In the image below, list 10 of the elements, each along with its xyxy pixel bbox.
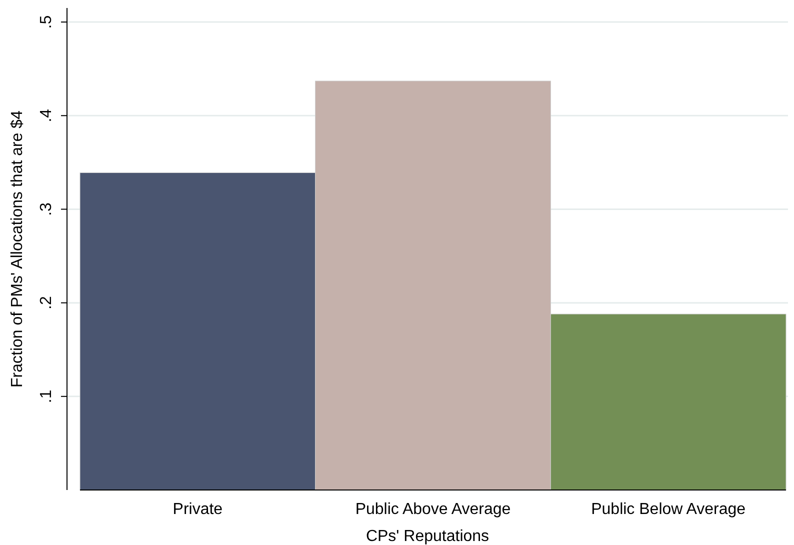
y-tick-label: .5 [38, 15, 55, 29]
y-tick-label: .3 [38, 202, 55, 216]
y-tick-label: .4 [38, 108, 55, 122]
x-tick-label: Public Above Average [355, 500, 511, 518]
y-tick-label: .2 [38, 296, 55, 310]
x-axis-title: CPs' Reputations [366, 528, 490, 545]
x-tick-label: Private [172, 500, 223, 518]
y-tick-label: .1 [38, 390, 55, 404]
y-axis-title: Fraction of PMs' Allocations that are $4 [9, 110, 26, 388]
x-tick-label: Public Below Average [591, 500, 746, 518]
